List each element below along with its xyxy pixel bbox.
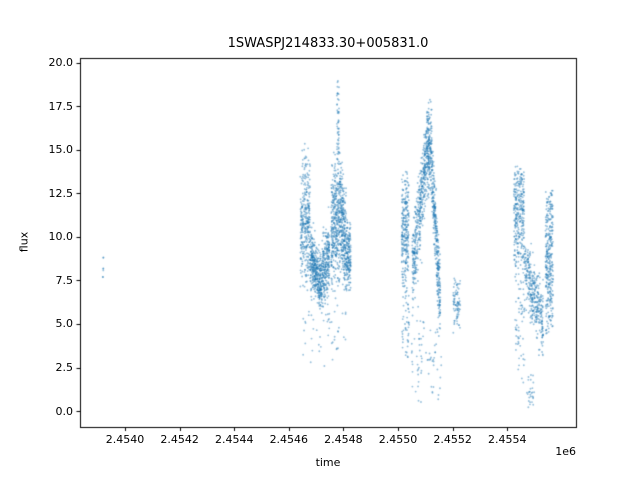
x-tick-label-1: 2.4542 [160,433,199,446]
x-tick-label-4: 2.4548 [324,433,363,446]
y-tick-label-4: 10.0 [48,230,74,244]
x-tick-label-6: 2.4552 [433,433,472,446]
y-tick-label-1: 2.5 [55,361,74,375]
y-tick-label-2: 5.0 [55,317,74,331]
x-tick-label-7: 2.4554 [487,433,527,446]
y-tick-label-8: 20.0 [48,56,74,70]
x-tick-label-2: 2.4544 [214,433,254,446]
x-tick-label-5: 2.4550 [378,433,418,446]
x-tick-label-3: 2.4546 [269,433,309,446]
plot-title: 1SWASPJ214833.30+005831.0 [227,36,429,51]
y-tick-label-0: 0.0 [55,404,74,418]
y-tick-label-5: 12.5 [48,186,74,200]
y-tick-label-3: 7.5 [55,273,74,287]
x-axis-label: time [315,456,341,469]
y-tick-label-6: 15.0 [48,143,74,157]
x-tick-label-0: 2.4540 [105,433,145,446]
x-axis-offset-label: 1e6 [555,445,576,458]
y-tick-label-7: 17.5 [48,99,74,113]
